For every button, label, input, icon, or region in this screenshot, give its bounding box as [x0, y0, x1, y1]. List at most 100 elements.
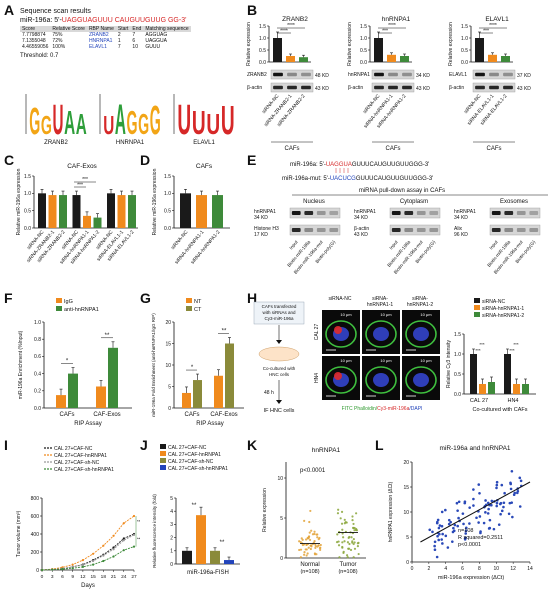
data-point — [71, 567, 74, 570]
blot-band — [316, 211, 326, 215]
f-ytick-label: 0.4 — [34, 371, 41, 377]
xtick-label: 18 — [101, 574, 107, 580]
xlabel: Days — [81, 583, 95, 589]
sample-point — [455, 501, 459, 505]
panel-label-j: J — [140, 437, 148, 453]
bar — [374, 38, 383, 62]
chart-title: ZRANB2 — [282, 16, 308, 23]
bar — [273, 38, 282, 62]
sig-stars: *** — [77, 183, 83, 189]
bar — [214, 375, 223, 408]
data-point — [102, 559, 105, 563]
sample-point — [433, 544, 436, 548]
sample-point — [319, 546, 322, 549]
dapi-nucleus — [373, 327, 389, 341]
sig-stars: *** — [382, 29, 388, 35]
cell: 7 — [132, 32, 136, 38]
panel-label-i: I — [4, 437, 8, 453]
sample-point — [352, 526, 355, 529]
sample-point — [503, 491, 506, 495]
bar — [196, 195, 207, 228]
i-ytick-label: 800 — [31, 496, 40, 502]
logo-letter: G — [41, 110, 52, 140]
stain-legend: FITC Phalloidin/Cy3-miR-196a/DAPI — [342, 406, 423, 412]
phalloidin-stain — [405, 320, 437, 348]
sample-point — [472, 497, 475, 501]
sample-point — [488, 518, 492, 522]
seq-mid: CAUGUUGUUG — [112, 17, 167, 24]
sample-point — [447, 522, 451, 526]
sample-point — [502, 501, 506, 505]
sample-point — [500, 483, 504, 487]
sample-point — [352, 556, 355, 559]
blot-band — [402, 72, 412, 77]
seq-part: miR-196a: 5'- — [290, 162, 326, 168]
legend-label: siRNA-hnRNPA1-2 — [482, 313, 524, 319]
sample-point — [337, 544, 341, 547]
sample-point — [446, 546, 450, 549]
cell: 7.7798874 — [22, 32, 46, 38]
xtick-label: 2 — [427, 566, 430, 572]
f-ytick-label: 0.6 — [34, 354, 41, 360]
cell: 100% — [52, 44, 66, 50]
blot-band — [287, 72, 297, 77]
sample-point — [449, 520, 452, 524]
xtick-label: CAF-Exos — [93, 412, 120, 418]
bar — [117, 195, 126, 228]
data-point — [92, 559, 95, 563]
data-point — [112, 548, 115, 551]
logo-letter: U — [103, 110, 114, 140]
col-end: End — [130, 26, 144, 32]
sample-point — [357, 552, 360, 556]
i-ytick-label: 200 — [31, 550, 40, 556]
actin-blot-band — [287, 85, 297, 90]
blot-band — [316, 228, 326, 232]
blot-band — [329, 211, 339, 215]
blot-band — [475, 72, 485, 77]
sample-point — [484, 511, 487, 514]
sample-point — [440, 510, 444, 514]
seq-suffix: GG-3' — [166, 17, 187, 24]
col-label: siRNA-NC — [328, 296, 351, 302]
legend-label: CAL 27+CAF-hnRNPA1 — [168, 452, 221, 458]
xtick-label: 12 — [80, 574, 86, 580]
blot-band — [374, 72, 384, 77]
sample-point — [438, 524, 442, 527]
sample-point — [303, 519, 306, 522]
sample-point — [308, 531, 311, 534]
sample-point — [347, 547, 350, 550]
xlabel: RIP Assay — [196, 421, 224, 427]
blot-band — [516, 211, 526, 215]
sample-point — [303, 553, 306, 556]
data-point — [102, 554, 105, 557]
sample-point — [353, 529, 356, 532]
cell: HNRNPA1 — [88, 38, 113, 44]
bar — [96, 386, 106, 408]
legend-label: IgG — [64, 299, 73, 305]
actin-blot-band — [489, 85, 499, 90]
cell: UAGGUA — [145, 38, 167, 44]
i-ytick-label: 0 — [36, 568, 39, 574]
flow-arrowhead — [276, 340, 282, 344]
col-rbp: RBP Name — [86, 26, 116, 32]
sample-point — [314, 546, 317, 550]
row-label: CAL 27 — [314, 324, 320, 341]
sample-point — [341, 541, 344, 544]
flow-text: CAFs transfected — [262, 304, 297, 309]
sig-stars: *** — [483, 29, 489, 35]
panel-a: Sequence scan results miR-196a: 5'-UAGGU… — [20, 8, 240, 59]
sample-point — [335, 541, 339, 544]
xtick-label: CAFs — [60, 412, 75, 418]
legend-label: CAL 27+CAF-NC — [54, 446, 93, 452]
d-ytick-label: 1.0 — [164, 191, 171, 197]
ylabel: Relative fluorescence intensity (fold) — [152, 494, 157, 568]
sample-point — [495, 486, 498, 490]
ylabel: Relative miR-196a expression — [152, 168, 158, 235]
sample-point — [352, 542, 355, 546]
flow-arrowhead — [276, 400, 282, 404]
sample-point — [468, 522, 471, 525]
sample-point — [347, 536, 350, 539]
blot-band — [304, 211, 314, 215]
